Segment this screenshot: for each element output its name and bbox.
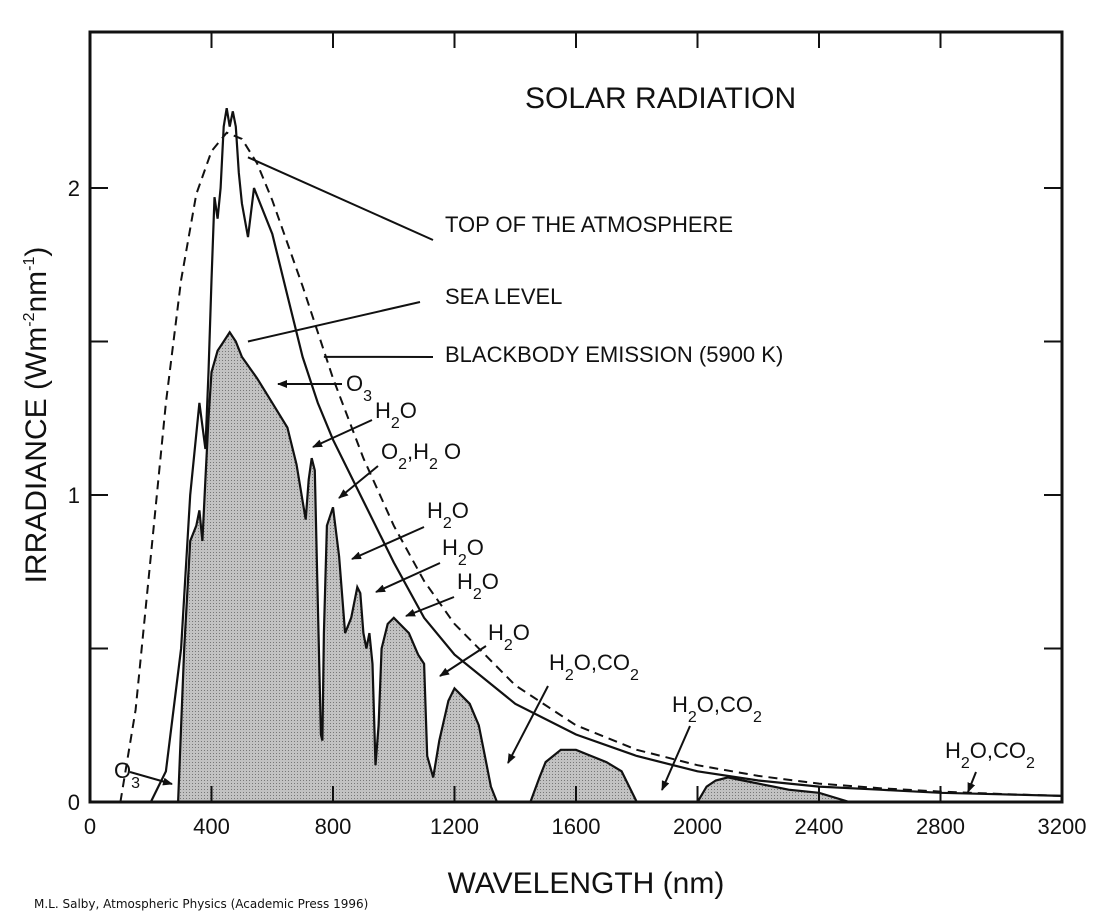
label-h2o-co2-1400-post: O,CO — [574, 650, 630, 675]
x-tick-label-2400: 2400 — [795, 814, 844, 839]
label-o2-h2o-760: O2,H2 O — [381, 439, 461, 473]
label-o3-uv: O3 — [346, 371, 372, 405]
label-h2o-900: H2O — [442, 535, 484, 569]
label-h2o-co2-1900-pre: H — [672, 692, 688, 717]
label-h2o-1000: H2O — [457, 569, 499, 603]
y-axis-title: IRRADIANCE (Wm-2nm-1) — [20, 247, 53, 584]
label-h2o-co2-1900-post: O,CO — [697, 692, 753, 717]
x-tick-label-2800: 2800 — [916, 814, 965, 839]
curves — [119, 108, 1063, 804]
label-h2o-820-sub: 2 — [443, 515, 452, 532]
label-h2o-co2-2800: H2O,CO2 — [945, 738, 1035, 772]
arrow-h2o-820 — [351, 526, 425, 560]
x-tick-label-2000: 2000 — [673, 814, 722, 839]
label-h2o-820-post: O — [452, 498, 469, 523]
label-o2-h2o-760-post: ,H — [407, 439, 429, 464]
x-tick-label-1200: 1200 — [430, 814, 479, 839]
label-h2o-co2-1900: H2O,CO2 — [672, 692, 762, 726]
label-h2o-co2-2800-sub: 2 — [961, 755, 970, 772]
label-h2o-1130-post: O — [513, 620, 530, 645]
label-o3-uv-main: O — [346, 371, 363, 396]
y-axis-title-main: IRRADIANCE (Wm — [20, 327, 53, 584]
chart-title: SOLAR RADIATION — [525, 82, 796, 115]
label-h2o-co2-1900-sub: 2 — [688, 709, 697, 726]
line-sea-level — [177, 330, 850, 804]
area-sea-level — [178, 332, 850, 802]
leader-top-of-atmosphere — [247, 156, 434, 241]
label-o2-h2o-760-pre: O — [381, 439, 398, 464]
label-h2o-900-post: O — [467, 535, 484, 560]
label-o3-uv-sub: 3 — [363, 388, 372, 405]
label-h2o-720: H2O — [375, 398, 417, 432]
label-h2o-720-post: O — [400, 398, 417, 423]
leader-sea-level — [247, 301, 421, 343]
arrow-h2o-co2-1400 — [507, 685, 549, 764]
label-h2o-co2-1400-sub2: 2 — [630, 667, 639, 684]
arrow-h2o-720 — [312, 419, 373, 448]
y-tick-label-1: 1 — [68, 483, 80, 508]
arrow-h2o-1130 — [439, 645, 487, 677]
label-h2o-1000-post: O — [482, 569, 499, 594]
label-h2o-co2-1400-sub: 2 — [565, 667, 574, 684]
x-tick-label-0: 0 — [84, 814, 96, 839]
arrow-h2o-1000 — [405, 596, 455, 617]
label-h2o-900-sub: 2 — [458, 552, 467, 569]
label-h2o-1130-sub: 2 — [504, 637, 513, 654]
legend-sea-level: SEA LEVEL — [445, 284, 562, 309]
x-tick-label-400: 400 — [193, 814, 230, 839]
label-h2o-co2-1900-sub2: 2 — [753, 709, 762, 726]
line-top-of-the-atmosphere — [149, 108, 1063, 803]
label-h2o-1130: H2O — [488, 620, 530, 654]
y-axis-title-sup2: -1 — [21, 257, 38, 271]
y-axis-title-end: ) — [20, 247, 53, 257]
label-h2o-co2-1400: H2O,CO2 — [549, 650, 639, 684]
y-tick-label-2: 2 — [68, 176, 80, 201]
y-axis-title-sup1: -2 — [21, 312, 38, 326]
axis-ticks: 0 400 800 1200 1600 2000 2400 2800 3200 0 1 2 — [68, 32, 1087, 839]
legend-top-of-atmosphere: TOP OF THE ATMOSPHERE — [445, 212, 733, 237]
line-blackbody-emission-5900-k — [119, 131, 1063, 803]
arrow-o2-h2o-760 — [338, 465, 379, 499]
label-h2o-900-pre: H — [442, 535, 458, 560]
label-o3-low: O3 — [114, 758, 140, 792]
y-tick-label-0: 0 — [68, 790, 80, 815]
source-credit: M.L. Salby, Atmospheric Physics (Academi… — [34, 897, 369, 911]
label-h2o-co2-1400-pre: H — [549, 650, 565, 675]
x-tick-label-1600: 1600 — [552, 814, 601, 839]
label-o3-low-sub: 3 — [131, 775, 140, 792]
label-h2o-co2-2800-pre: H — [945, 738, 961, 763]
label-h2o-co2-2800-sub2: 2 — [1026, 755, 1035, 772]
label-h2o-1000-sub: 2 — [473, 586, 482, 603]
arrow-h2o-co2-1900 — [661, 725, 691, 791]
arrow-h2o-900 — [375, 562, 441, 593]
label-o2-h2o-760-sub2: 2 — [429, 456, 438, 473]
x-axis-title: WAVELENGTH (nm) — [448, 867, 725, 900]
arrow-h2o-co2-2800 — [967, 771, 977, 793]
label-h2o-820: H2O — [427, 498, 469, 532]
x-tick-label-800: 800 — [315, 814, 352, 839]
label-h2o-1000-pre: H — [457, 569, 473, 594]
label-o3-low-main: O — [114, 758, 131, 783]
label-h2o-820-pre: H — [427, 498, 443, 523]
label-h2o-co2-2800-post: O,CO — [970, 738, 1026, 763]
label-h2o-720-pre: H — [375, 398, 391, 423]
label-h2o-720-sub: 2 — [391, 415, 400, 432]
legend-blackbody: BLACKBODY EMISSION (5900 K) — [445, 342, 783, 367]
label-o2-h2o-760-sub: 2 — [398, 456, 407, 473]
arrow-o3-low — [129, 771, 173, 786]
y-axis-title-mid: nm — [20, 271, 53, 313]
label-h2o-1130-pre: H — [488, 620, 504, 645]
x-tick-label-3200: 3200 — [1038, 814, 1087, 839]
label-o2-h2o-760-post2: O — [438, 439, 461, 464]
